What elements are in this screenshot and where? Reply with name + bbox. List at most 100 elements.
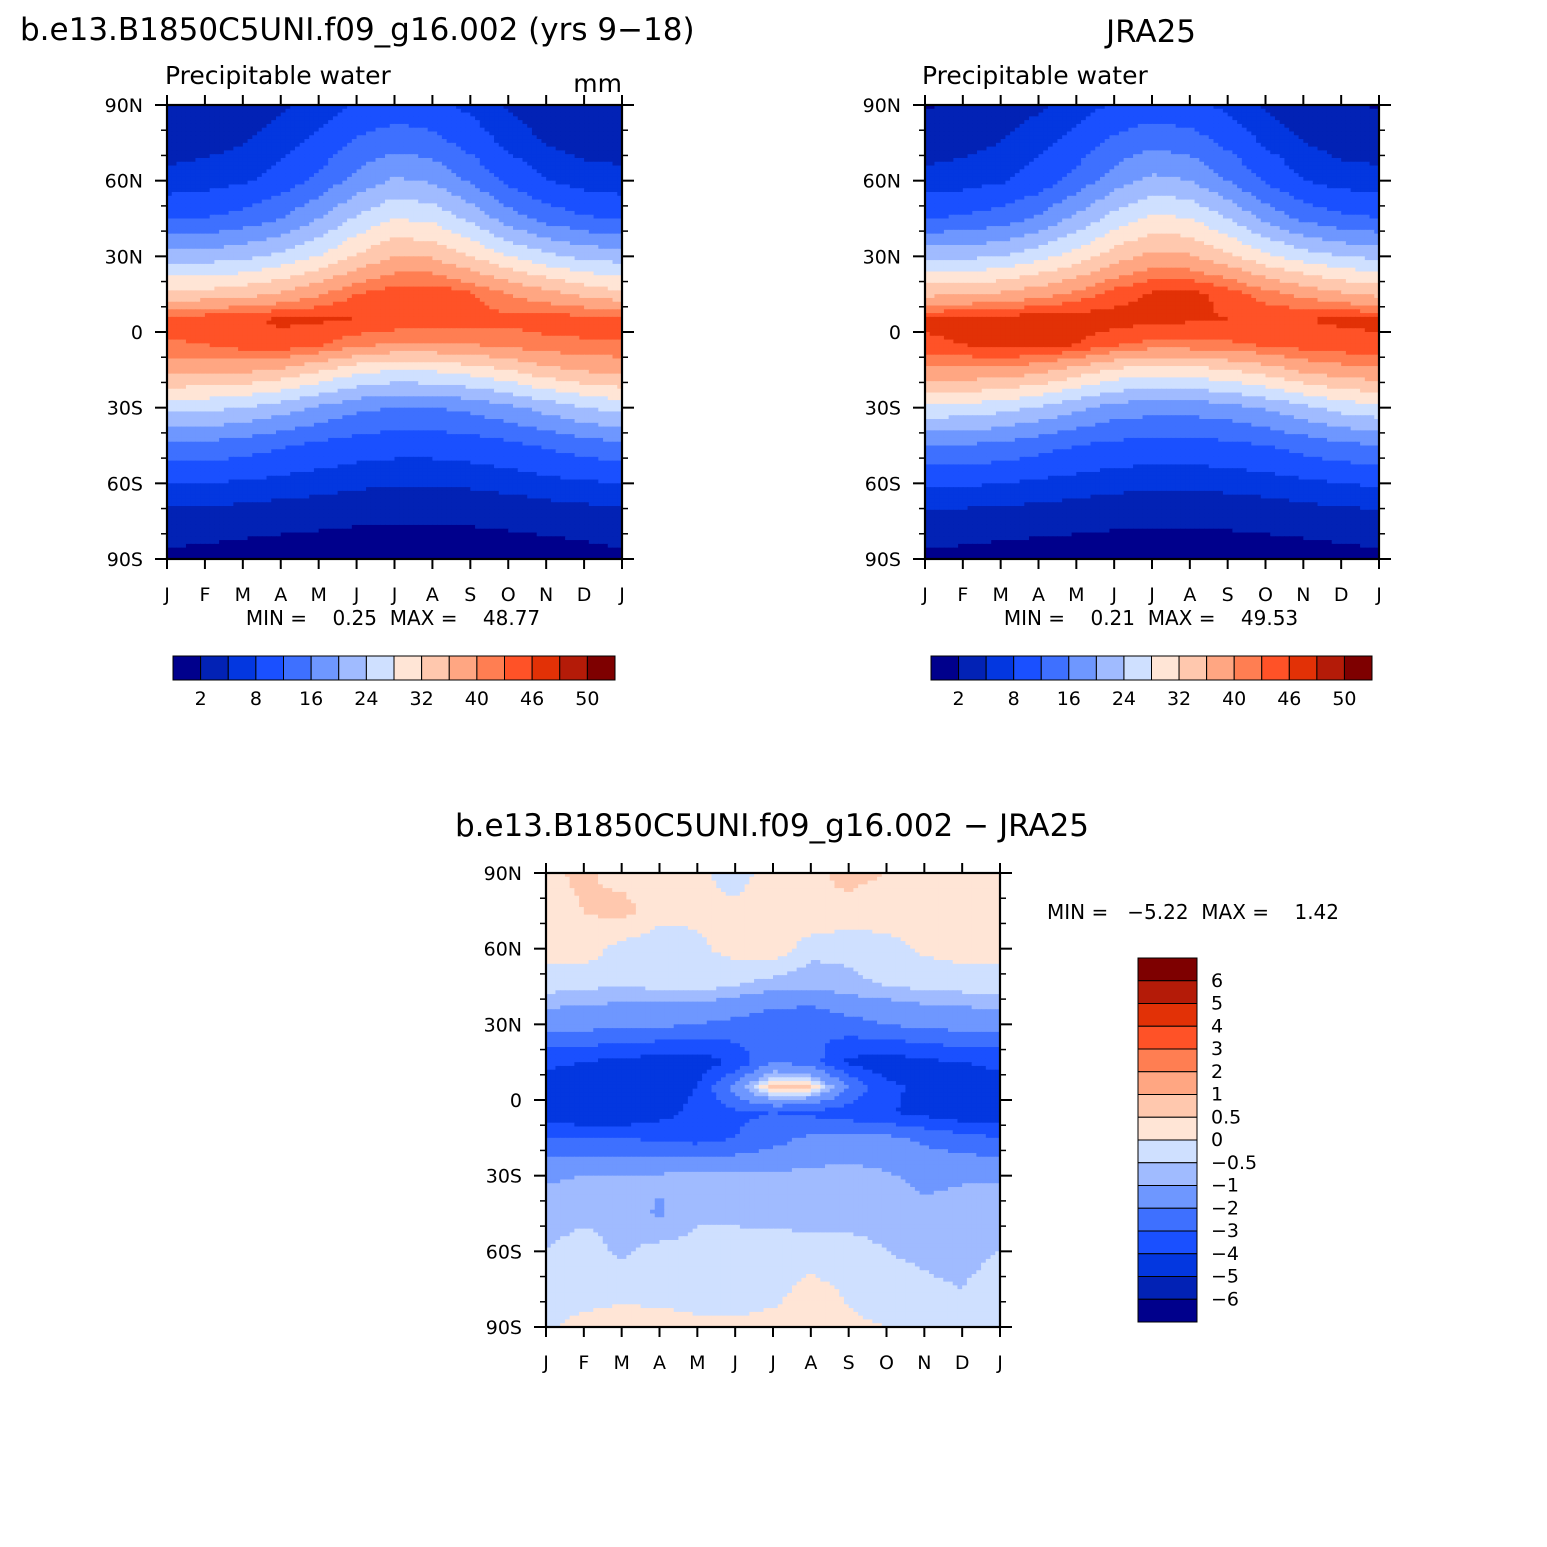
model-cell [223, 256, 230, 261]
model-cell [470, 210, 476, 216]
model-cell [337, 176, 343, 182]
model-cell [185, 271, 192, 276]
model-cell [233, 214, 239, 220]
model-cell [299, 203, 306, 208]
model-cell [290, 207, 296, 212]
model-cell [541, 286, 547, 291]
model-cell [422, 173, 429, 178]
model-cell [603, 203, 609, 208]
model-cell [309, 260, 315, 265]
model-cell [531, 267, 538, 273]
model-cell [261, 271, 268, 276]
model-cell [290, 241, 296, 246]
model-cell [394, 108, 400, 114]
model-cell [276, 105, 282, 110]
model-cell [389, 131, 396, 136]
model-cell [612, 237, 618, 242]
model-cell [167, 150, 173, 155]
model-cell [555, 176, 561, 182]
model-cell [512, 286, 519, 291]
model-cell [451, 108, 457, 114]
model-cell [479, 279, 486, 284]
model-cell [361, 135, 367, 140]
model-cell [408, 297, 415, 303]
model-cell [271, 146, 277, 151]
model-cell [451, 150, 457, 155]
model-cell [271, 279, 277, 284]
model-cell [432, 184, 438, 189]
model-cell [204, 275, 211, 280]
model-cell [546, 282, 552, 288]
model-cell [560, 161, 566, 167]
model-cell [413, 203, 419, 208]
model-cell [470, 123, 476, 129]
model-cell [399, 244, 405, 250]
model-cell [536, 263, 543, 269]
model-cell [603, 173, 609, 178]
model-cell [328, 127, 334, 133]
model-cell [432, 237, 438, 242]
model-cell [219, 203, 225, 208]
model-cell [584, 218, 590, 223]
model-cell [617, 157, 623, 163]
model-cell [451, 275, 457, 280]
model-cell [546, 173, 552, 178]
model-cell [508, 120, 514, 125]
model-cell [385, 241, 391, 246]
model-cell [209, 131, 215, 136]
model-cell [271, 195, 277, 201]
model-cell [332, 233, 339, 239]
model-cell [380, 120, 386, 125]
model-cell [200, 282, 206, 288]
model-cell [446, 123, 452, 129]
model-cell [380, 165, 386, 170]
model-cell [238, 199, 244, 204]
model-cell [536, 260, 543, 265]
model-cell [266, 210, 272, 216]
model-cell [531, 229, 538, 235]
model-cell [536, 229, 543, 235]
model-cell [465, 252, 471, 257]
model-cell [484, 176, 490, 182]
model-cell [465, 173, 471, 178]
model-cell [380, 294, 386, 299]
model-cell [223, 116, 230, 121]
model-cell [432, 229, 438, 235]
model-cell [413, 267, 419, 273]
model-cell [356, 279, 362, 284]
model-cell [181, 233, 187, 239]
model-cell [517, 112, 524, 117]
model-cell [617, 279, 623, 284]
model-cell [617, 267, 623, 273]
model-cell [347, 279, 353, 284]
model-cell [413, 173, 419, 178]
model-cell [171, 165, 178, 170]
model-cell [294, 180, 301, 186]
model-cell [332, 150, 339, 155]
model-cell [219, 297, 225, 303]
model-cell [603, 229, 609, 235]
model-cell [223, 139, 230, 144]
model-cell [522, 271, 528, 276]
model-cell [356, 233, 362, 239]
model-cell [195, 184, 201, 189]
model-cell [214, 173, 220, 178]
model-cell [223, 210, 230, 216]
model-cell [446, 165, 452, 170]
model-cell [219, 286, 225, 291]
model-cell [470, 241, 476, 246]
model-cell [285, 127, 291, 133]
model-cell [257, 131, 263, 136]
model-cell [522, 123, 528, 129]
model-cell [356, 275, 362, 280]
model-cell [560, 184, 566, 189]
model-cell [418, 154, 424, 159]
model-cell [550, 188, 557, 193]
model-cell [574, 229, 580, 235]
model-cell [456, 173, 462, 178]
model-cell [351, 161, 358, 167]
model-cell [460, 260, 467, 265]
model-cell [370, 214, 377, 220]
model-cell [427, 267, 434, 273]
model-cell [427, 222, 434, 227]
